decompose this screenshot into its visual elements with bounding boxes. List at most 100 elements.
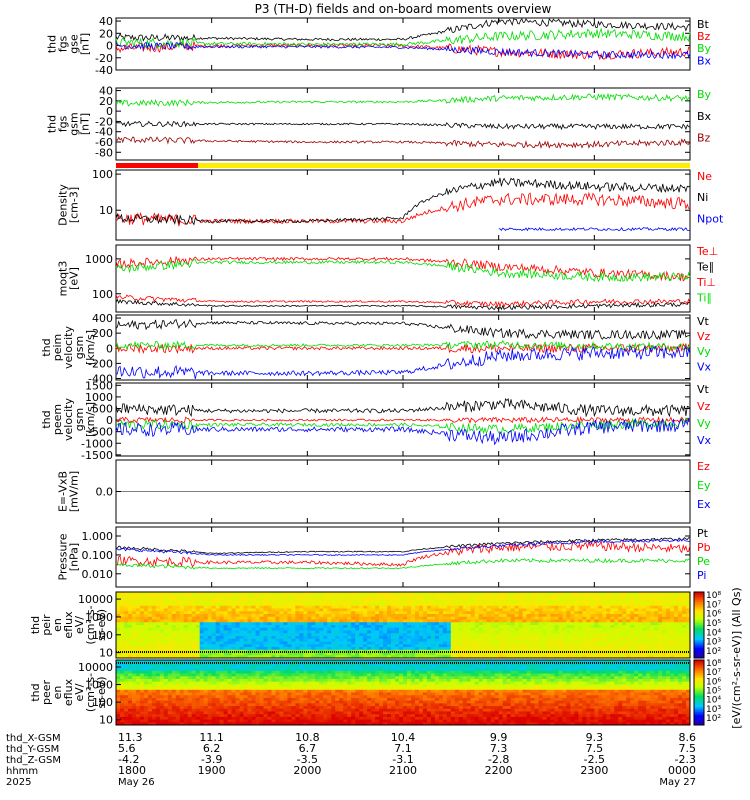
spectrogram-cell (403, 605, 408, 609)
spectrogram-cell (139, 638, 145, 642)
spectrogram-cell (379, 636, 384, 640)
spectrogram-cell (223, 603, 229, 607)
spectrogram-cell (682, 644, 687, 648)
spectrogram-cell (450, 616, 456, 620)
spectrogram-cell (323, 638, 328, 642)
y-axis-label-line: thd (46, 35, 59, 53)
spectrogram-cell (287, 630, 292, 634)
spectrogram-cell (682, 594, 687, 598)
spectrogram-cell (426, 611, 432, 615)
spectrogram-cell (458, 636, 464, 640)
spectrogram-cell (550, 652, 555, 656)
spectrogram-cell (530, 603, 535, 607)
spectrogram-cell (299, 627, 304, 631)
spectrogram-cell (686, 647, 691, 651)
spectrogram-cell (163, 689, 169, 693)
spectrogram-cell (135, 714, 141, 718)
spectrogram-cell (347, 649, 352, 653)
spectrogram-cell (203, 636, 209, 640)
spectrogram-cell (299, 703, 304, 707)
spectrogram-cell (203, 622, 209, 626)
spectrogram-cell (383, 611, 388, 615)
spectrogram-cell (650, 605, 655, 609)
spectrogram-cell (247, 697, 252, 702)
spectrogram-cell (195, 676, 201, 680)
spectrogram-cell (283, 638, 288, 642)
spectrogram-cell (131, 608, 137, 612)
spectrogram-cell (207, 652, 213, 656)
spectrogram-cell (275, 670, 280, 674)
spectrogram-cell (195, 594, 201, 598)
spectrogram-cell (470, 592, 476, 596)
spectrogram-cell (255, 665, 260, 669)
spectrogram-cell (434, 608, 440, 612)
spectrogram-cell (582, 636, 587, 640)
spectrogram-cell (151, 614, 157, 618)
spectrogram-cell (686, 594, 691, 598)
spectrogram-cell (586, 597, 591, 601)
spectrogram-cell (127, 614, 133, 618)
spectrogram-cell (255, 692, 260, 696)
spectrogram-cell (418, 608, 424, 612)
spectrogram-cell (259, 630, 264, 634)
spectrogram-cell (470, 644, 476, 648)
spectrogram-cell (403, 630, 408, 634)
spectrogram-cell (159, 687, 165, 691)
spectrogram-cell (223, 594, 229, 598)
spectrogram-cell (654, 647, 659, 651)
spectrogram-cell (626, 614, 631, 618)
spectrogram-cell (191, 711, 197, 715)
spectrogram-cell (634, 630, 639, 634)
spectrogram-cell (203, 711, 209, 715)
spectrogram-cell (163, 605, 169, 609)
spectrogram-cell (223, 630, 229, 634)
spectrogram-cell (550, 647, 555, 651)
spectrogram-cell (466, 636, 472, 640)
spectrogram-cell (387, 594, 392, 598)
spectrogram-cell (371, 605, 376, 609)
spectrogram-cell (686, 625, 691, 629)
spectrogram-cell (295, 649, 300, 653)
spectrogram-cell (235, 711, 240, 715)
spectrogram-cell (263, 668, 268, 672)
spectrogram-cell (191, 695, 197, 699)
spectrogram-cell (119, 603, 125, 607)
spectrogram-cell (319, 636, 324, 640)
spectrogram-cell (554, 641, 559, 645)
spectrogram-cell (167, 676, 173, 680)
spectrogram-cell (199, 692, 205, 696)
spectrogram-cell (315, 592, 320, 596)
spectrogram-cell (514, 633, 519, 637)
spectrogram-cell (283, 714, 288, 718)
spectrogram-cell (315, 652, 320, 656)
spectrogram-cell (319, 638, 324, 642)
spectrogram-cell (666, 611, 671, 615)
spectrogram-cell (143, 716, 149, 720)
spectrogram-cell (179, 600, 185, 604)
spectrogram-cell (355, 638, 360, 642)
spectrogram-cell (578, 638, 583, 642)
spectrogram-cell (231, 625, 236, 629)
spectrogram-cell (546, 625, 551, 629)
spectrogram-cell (143, 662, 149, 666)
y-tick-label: -200 (88, 357, 113, 370)
spectrogram-cell (594, 619, 599, 623)
spectrogram-cell (387, 592, 392, 596)
spectrogram-cell (271, 708, 276, 712)
spectrogram-cell (383, 605, 388, 609)
spectrogram-cell (267, 608, 272, 612)
spectrogram-cell (259, 605, 264, 609)
spectrogram-cell (414, 652, 420, 656)
spectrogram-cell (275, 687, 280, 691)
spectrogram-cell (315, 605, 320, 609)
spectrogram-cell (395, 636, 400, 640)
spectrogram-cell (291, 711, 296, 715)
spectrogram-cell (171, 616, 177, 620)
spectrogram-cell (259, 625, 264, 629)
y-tick-label: 0 (106, 414, 113, 427)
spectrogram-cell (490, 641, 496, 645)
spectrogram-cell (610, 630, 615, 634)
spectrogram-cell (654, 625, 659, 629)
spectrogram-cell (343, 605, 348, 609)
spectrogram-cell (650, 630, 655, 634)
